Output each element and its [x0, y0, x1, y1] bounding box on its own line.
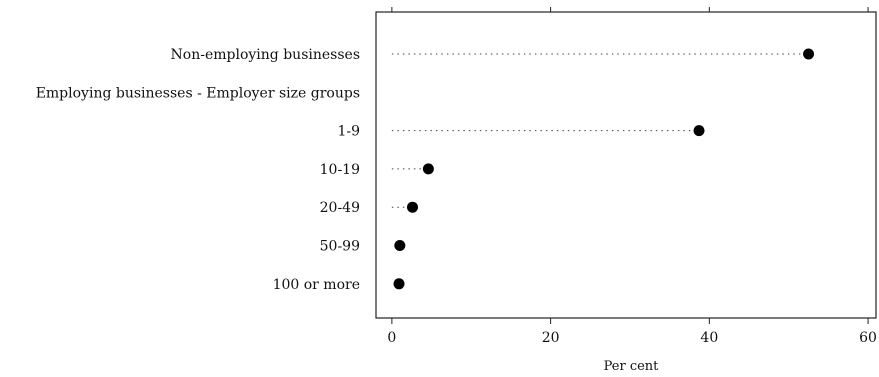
x-axis-title: Per cent: [604, 359, 660, 374]
category-label: 100 or more: [273, 277, 360, 293]
category-label: 50-99: [320, 239, 360, 255]
category-label: Non-employing businesses: [171, 47, 360, 63]
data-point: [693, 125, 705, 137]
x-axis: 0 20 40 60: [387, 7, 877, 346]
category-labels: Non-employing businesses Employing busine…: [36, 47, 360, 293]
data-point: [393, 278, 405, 290]
category-label: Employing businesses - Employer size gro…: [36, 85, 360, 101]
data-points: [393, 48, 815, 290]
category-label: 1-9: [337, 124, 360, 140]
x-tick-label: 60: [859, 330, 877, 346]
data-point: [407, 201, 419, 213]
data-point: [394, 240, 406, 251]
data-point: [422, 163, 434, 175]
x-tick-label: 20: [542, 330, 560, 346]
category-label: 10-19: [320, 162, 360, 178]
x-tick-label: 40: [700, 330, 718, 346]
data-point: [803, 48, 815, 60]
dot-guides: [391, 53, 802, 208]
x-tick-label: 0: [387, 330, 396, 346]
plot-frame: [375, 11, 877, 319]
category-label: 20-49: [320, 200, 360, 216]
